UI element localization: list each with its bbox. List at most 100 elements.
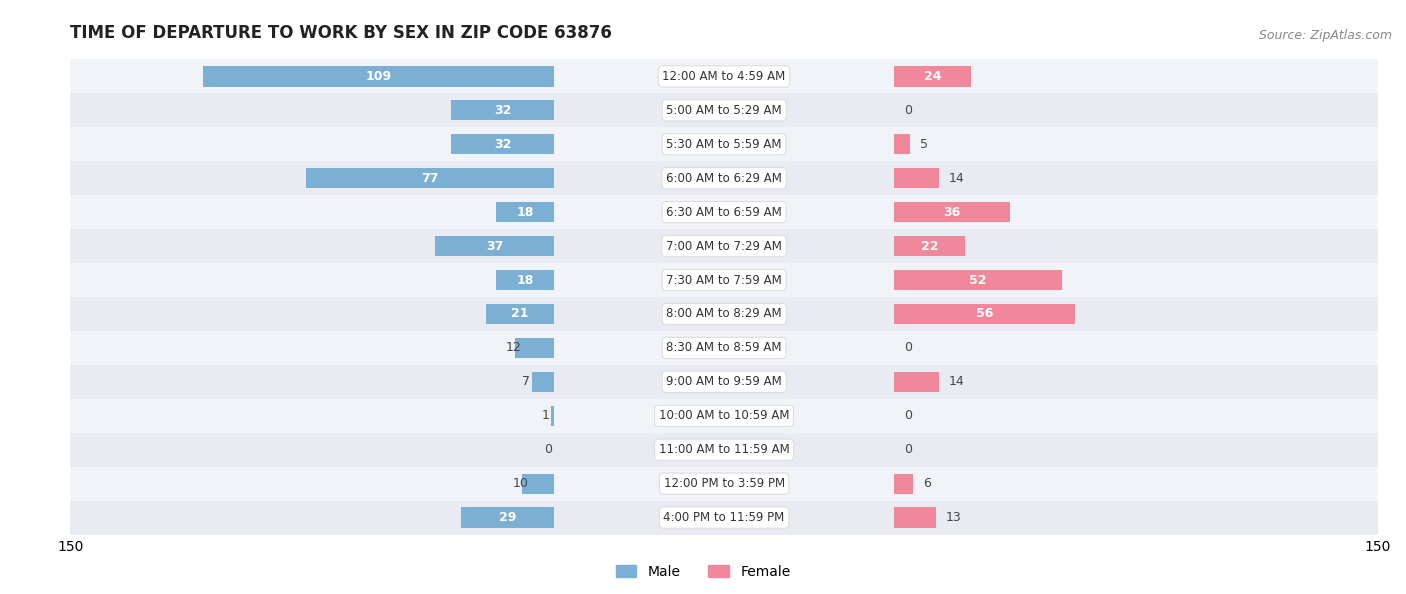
Text: 29: 29 bbox=[499, 511, 516, 524]
Bar bbox=[894, 467, 1378, 501]
Bar bbox=[894, 331, 1378, 365]
Text: 10: 10 bbox=[512, 477, 529, 490]
Bar bbox=[70, 365, 554, 399]
Bar bbox=[554, 467, 894, 501]
Bar bbox=[554, 501, 894, 535]
Bar bbox=[894, 473, 914, 494]
Text: 7:30 AM to 7:59 AM: 7:30 AM to 7:59 AM bbox=[666, 273, 782, 286]
Bar bbox=[554, 263, 894, 297]
Bar bbox=[554, 195, 894, 229]
Bar bbox=[894, 202, 1010, 222]
Text: 0: 0 bbox=[904, 104, 911, 117]
Bar bbox=[894, 161, 1378, 195]
Bar bbox=[894, 93, 1378, 127]
Bar bbox=[894, 236, 965, 256]
Bar bbox=[70, 297, 554, 331]
Text: Source: ZipAtlas.com: Source: ZipAtlas.com bbox=[1258, 29, 1392, 42]
Bar bbox=[451, 100, 554, 121]
Text: 8:30 AM to 8:59 AM: 8:30 AM to 8:59 AM bbox=[666, 342, 782, 355]
Bar bbox=[894, 229, 1378, 263]
Bar bbox=[70, 161, 554, 195]
Bar bbox=[894, 127, 1378, 161]
Text: 1: 1 bbox=[541, 409, 550, 422]
Text: 52: 52 bbox=[969, 273, 987, 286]
Bar bbox=[496, 202, 554, 222]
Text: 18: 18 bbox=[516, 273, 534, 286]
Legend: Male, Female: Male, Female bbox=[610, 559, 796, 584]
Bar bbox=[894, 399, 1378, 433]
Text: 13: 13 bbox=[946, 511, 962, 524]
Text: 6:00 AM to 6:29 AM: 6:00 AM to 6:29 AM bbox=[666, 172, 782, 185]
Text: 5:30 AM to 5:59 AM: 5:30 AM to 5:59 AM bbox=[666, 138, 782, 151]
Text: 4:00 PM to 11:59 PM: 4:00 PM to 11:59 PM bbox=[664, 511, 785, 524]
Bar bbox=[305, 168, 554, 188]
Bar bbox=[894, 66, 972, 87]
Text: 36: 36 bbox=[943, 206, 960, 219]
Bar bbox=[554, 229, 894, 263]
Bar bbox=[486, 304, 554, 324]
Bar bbox=[70, 229, 554, 263]
Text: 14: 14 bbox=[949, 172, 965, 185]
Bar bbox=[554, 399, 894, 433]
Text: 11:00 AM to 11:59 AM: 11:00 AM to 11:59 AM bbox=[659, 443, 789, 456]
Bar bbox=[554, 433, 894, 467]
Text: 109: 109 bbox=[366, 70, 391, 83]
Bar bbox=[70, 195, 554, 229]
Text: 14: 14 bbox=[949, 375, 965, 388]
Bar bbox=[894, 134, 910, 154]
Text: 9:00 AM to 9:59 AM: 9:00 AM to 9:59 AM bbox=[666, 375, 782, 388]
Text: 0: 0 bbox=[904, 443, 911, 456]
Bar bbox=[894, 507, 936, 528]
Bar bbox=[451, 134, 554, 154]
Bar bbox=[496, 270, 554, 290]
Text: 10:00 AM to 10:59 AM: 10:00 AM to 10:59 AM bbox=[659, 409, 789, 422]
Bar bbox=[894, 365, 1378, 399]
Bar bbox=[70, 467, 554, 501]
Text: 12:00 AM to 4:59 AM: 12:00 AM to 4:59 AM bbox=[662, 70, 786, 83]
Text: 32: 32 bbox=[494, 138, 512, 151]
Text: 56: 56 bbox=[976, 308, 993, 321]
Text: 12:00 PM to 3:59 PM: 12:00 PM to 3:59 PM bbox=[664, 477, 785, 490]
Bar bbox=[434, 236, 554, 256]
Bar bbox=[70, 501, 554, 535]
Bar bbox=[531, 372, 554, 392]
Text: 32: 32 bbox=[494, 104, 512, 117]
Text: 37: 37 bbox=[485, 239, 503, 252]
Bar bbox=[554, 297, 894, 331]
Bar bbox=[894, 270, 1062, 290]
Text: 8:00 AM to 8:29 AM: 8:00 AM to 8:29 AM bbox=[666, 308, 782, 321]
Bar bbox=[70, 331, 554, 365]
Bar bbox=[516, 338, 554, 358]
Bar bbox=[554, 331, 894, 365]
Bar bbox=[894, 263, 1378, 297]
Text: 7: 7 bbox=[522, 375, 530, 388]
Text: 0: 0 bbox=[904, 409, 911, 422]
Bar bbox=[461, 507, 554, 528]
Bar bbox=[70, 433, 554, 467]
Bar bbox=[70, 93, 554, 127]
Bar bbox=[894, 297, 1378, 331]
Bar bbox=[894, 59, 1378, 93]
Text: TIME OF DEPARTURE TO WORK BY SEX IN ZIP CODE 63876: TIME OF DEPARTURE TO WORK BY SEX IN ZIP … bbox=[70, 24, 612, 42]
Bar bbox=[522, 473, 554, 494]
Bar bbox=[894, 501, 1378, 535]
Text: 5:00 AM to 5:29 AM: 5:00 AM to 5:29 AM bbox=[666, 104, 782, 117]
Bar bbox=[554, 161, 894, 195]
Text: 18: 18 bbox=[516, 206, 534, 219]
Text: 6: 6 bbox=[924, 477, 931, 490]
Bar bbox=[894, 433, 1378, 467]
Bar bbox=[70, 127, 554, 161]
Text: 77: 77 bbox=[422, 172, 439, 185]
Bar bbox=[551, 406, 554, 426]
Text: 0: 0 bbox=[904, 342, 911, 355]
Text: 22: 22 bbox=[921, 239, 938, 252]
Text: 7:00 AM to 7:29 AM: 7:00 AM to 7:29 AM bbox=[666, 239, 782, 252]
Bar bbox=[554, 93, 894, 127]
Bar bbox=[70, 399, 554, 433]
Bar bbox=[894, 168, 939, 188]
Bar bbox=[70, 59, 554, 93]
Bar bbox=[554, 127, 894, 161]
Text: 5: 5 bbox=[920, 138, 928, 151]
Bar bbox=[894, 372, 939, 392]
Bar bbox=[894, 304, 1074, 324]
